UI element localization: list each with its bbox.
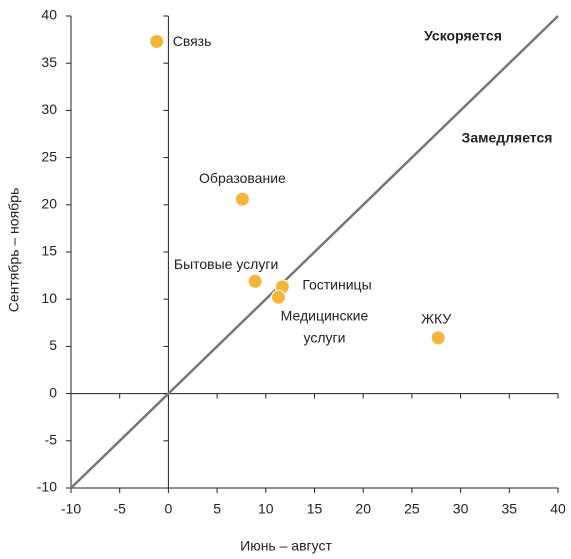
y-tick-label: 15 <box>41 243 57 259</box>
x-tick-label: -5 <box>113 501 126 517</box>
y-tick-label: -5 <box>45 432 58 448</box>
x-tick-label: 0 <box>165 501 173 517</box>
point <box>270 289 286 305</box>
point-label: Гостиницы <box>302 277 371 293</box>
y-tick-label: 30 <box>41 101 57 117</box>
point <box>149 33 165 49</box>
x-tick-label: 15 <box>307 501 323 517</box>
x-tick-label: 30 <box>453 501 469 517</box>
x-tick-label: -10 <box>61 501 81 517</box>
x-tick-label: 25 <box>404 501 420 517</box>
annotation: Ускоряется <box>424 28 502 44</box>
y-tick-label: 10 <box>41 290 57 306</box>
y-tick-label: -10 <box>37 479 57 495</box>
x-tick-label: 35 <box>502 501 518 517</box>
x-tick-label: 10 <box>258 501 274 517</box>
point-label: Медицинские услуги <box>281 307 369 345</box>
y-tick-label: 35 <box>41 54 57 70</box>
point-label: ЖКУ <box>421 311 451 327</box>
point-label: Связь <box>173 33 212 49</box>
x-axis-label: Июнь – август <box>240 538 332 554</box>
y-tick-label: 20 <box>41 196 57 212</box>
annotation: Замедляется <box>462 130 553 146</box>
point <box>430 330 446 346</box>
point-label: Образование <box>199 170 286 186</box>
x-tick-label: 40 <box>550 501 566 517</box>
y-tick-label: 5 <box>49 337 57 353</box>
y-tick-label: 25 <box>41 148 57 164</box>
x-tick-label: 5 <box>213 501 221 517</box>
x-tick-label: 20 <box>355 501 371 517</box>
point-label: Бытовые услуги <box>174 256 278 272</box>
y-tick-label: 0 <box>49 384 57 400</box>
point <box>247 273 263 289</box>
y-tick-label: 40 <box>41 7 57 23</box>
point <box>234 191 250 207</box>
diagonal-line <box>70 15 559 489</box>
y-axis-label: Сентябрь – ноябрь <box>6 188 22 312</box>
